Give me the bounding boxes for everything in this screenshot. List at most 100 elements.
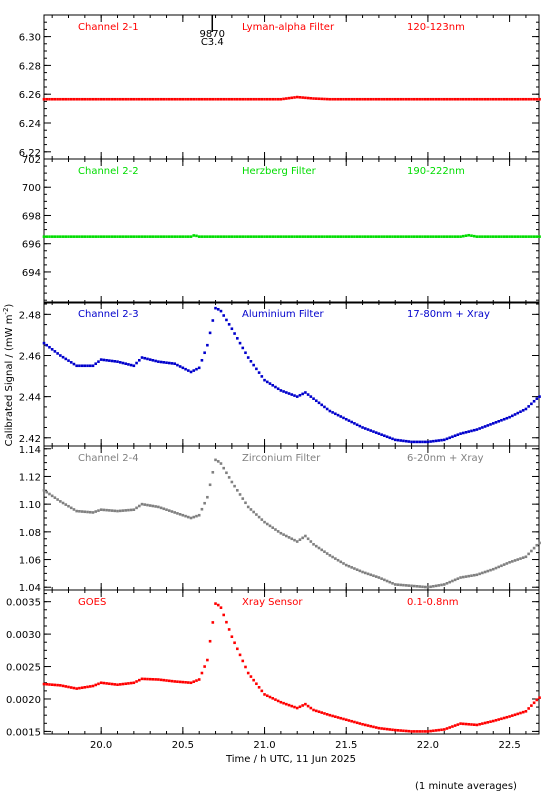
data-point [279,531,283,535]
data-point [124,235,127,238]
data-point [459,432,462,435]
data-point [511,235,514,238]
data-point [244,351,247,355]
data-point [132,364,136,368]
data-point [271,97,275,101]
data-point [233,332,236,335]
data-point [118,235,122,238]
data-point [287,703,291,707]
data-point [472,573,476,577]
data-point [140,235,144,238]
data-point [423,97,427,101]
panel-channel-label: Channel 2-2 [78,166,139,177]
data-point [440,97,443,101]
data-point [225,471,228,475]
data-point [249,675,253,678]
data-point [165,508,168,511]
data-point [59,235,62,238]
data-point [516,712,520,716]
data-point [483,235,487,238]
data-point [331,411,334,414]
data-point [508,97,511,101]
data-point [268,235,272,238]
y-tick-label: 0.0015 [6,727,41,738]
data-point [282,701,285,705]
data-point [464,234,468,238]
data-point [238,97,242,101]
data-point [59,97,62,101]
data-point [165,361,168,364]
data-point [124,682,127,686]
data-point [271,697,275,700]
data-point [287,392,291,395]
data-point [200,235,204,238]
data-point [236,647,239,651]
data-point [418,97,422,101]
data-point [178,97,182,101]
y-tick-label: 1.12 [19,472,41,483]
y-tick-label: 702 [22,155,41,166]
data-point [167,509,171,512]
data-point [413,235,416,238]
data-point [170,679,174,683]
data-point [532,97,536,101]
data-point [154,359,157,363]
event-marker-label: 9870 [200,29,225,40]
panel-filter-label: Zirconium Filter [242,453,321,464]
data-point [94,362,98,366]
data-point [448,436,451,440]
data-point [380,577,383,580]
data-point [230,480,234,484]
data-point [219,235,223,238]
data-point [323,405,326,409]
data-point [505,97,509,101]
data-point [521,556,525,559]
data-point [464,722,468,726]
data-point [344,718,348,722]
data-point [358,97,362,101]
data-point [206,343,209,347]
data-point [391,437,394,441]
data-point [102,97,106,101]
data-point [279,97,283,101]
data-point [328,97,332,101]
data-point [451,435,454,439]
data-point [265,97,269,101]
data-point [154,235,157,238]
data-point [489,720,492,723]
data-point [167,235,171,238]
data-point [372,97,375,101]
data-point [331,714,334,718]
data-point [388,235,392,238]
data-point [113,360,117,363]
y-tick-label: 2.44 [19,393,41,404]
data-point [129,235,133,238]
data-point [385,97,389,101]
data-point [467,430,471,433]
data-point [500,97,503,101]
data-point [353,235,356,238]
data-point [236,337,239,340]
data-point [530,97,533,101]
data-point [413,730,416,733]
data-point [440,438,443,442]
data-point [513,413,517,416]
data-point [432,97,435,101]
data-point [380,97,383,101]
data-point [314,709,318,713]
data-point [216,460,220,463]
data-point [116,97,119,101]
data-point [491,235,495,238]
data-point [176,235,179,238]
y-tick-label: 2.42 [19,434,41,445]
data-point [105,97,108,101]
data-point [59,500,62,503]
data-point [165,235,168,238]
x-axis-title: Time / h UTC, 11 Jun 2025 [225,754,356,765]
data-point [388,97,392,101]
data-point [459,722,462,725]
data-point [353,720,356,724]
data-point [42,235,46,238]
data-point [521,409,525,412]
data-point [437,728,441,732]
